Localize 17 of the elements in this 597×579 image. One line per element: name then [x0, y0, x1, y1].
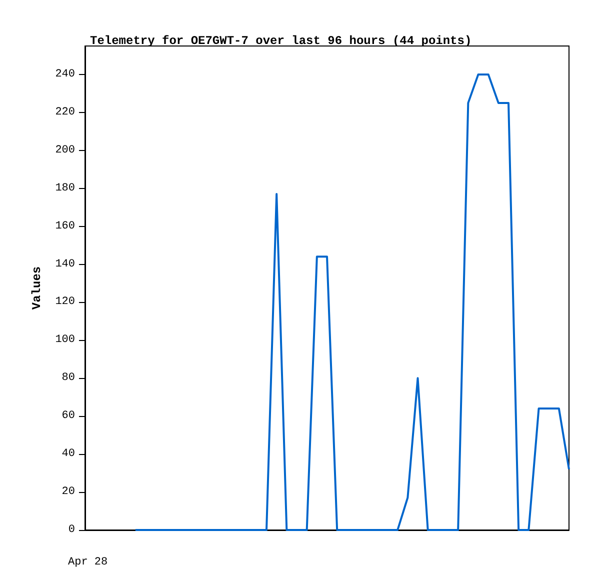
y-tick-label: 120 — [55, 296, 75, 308]
y-tick-label: 0 — [68, 524, 75, 536]
y-axis-title: Values — [30, 266, 44, 310]
y-tick-label: 220 — [55, 106, 75, 118]
y-tick-label: 20 — [62, 486, 75, 498]
y-tick-label: 160 — [55, 220, 75, 232]
y-tick-label: 180 — [55, 182, 75, 194]
y-tick-label: 100 — [55, 334, 75, 346]
y-tick-label: 40 — [62, 448, 75, 460]
y-tick-label: 60 — [62, 410, 75, 422]
line-series — [134, 73, 570, 531]
y-tick-label: 200 — [55, 144, 75, 156]
y-tick-label: 240 — [55, 68, 75, 80]
text: Apr 28 — [68, 556, 108, 568]
y-tick-label: 140 — [55, 258, 75, 270]
y-tick-label: 80 — [62, 372, 75, 384]
chart-title: Telemetry for OE7GWT-7 over last 96 hours (44 points) — [90, 34, 472, 48]
